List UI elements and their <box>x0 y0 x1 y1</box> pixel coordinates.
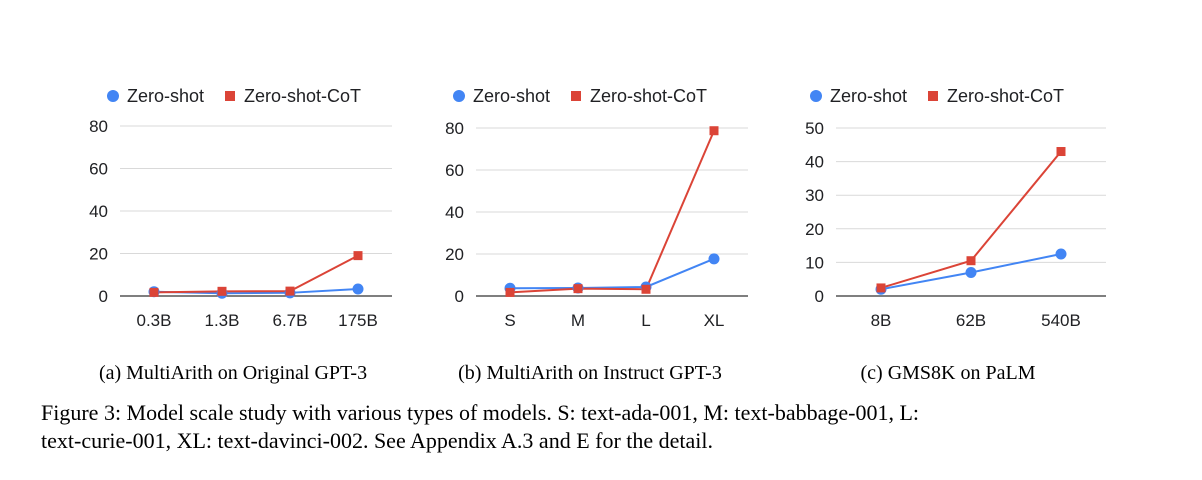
legend-label-zero-shot-cot: Zero-shot-CoT <box>244 86 361 106</box>
x-tick-label: L <box>641 311 650 330</box>
data-point-zero-shot-cot <box>573 284 583 294</box>
x-tick-label: 1.3B <box>205 311 240 330</box>
y-tick-label: 20 <box>805 220 824 239</box>
legend-marker-zero-shot <box>453 90 465 102</box>
x-tick-label: 6.7B <box>273 311 308 330</box>
series-line-zero-shot <box>509 257 715 290</box>
data-point-zero-shot-cot <box>641 284 651 294</box>
x-tick-label: XL <box>704 311 725 330</box>
legend: Zero-shot Zero-shot-CoT <box>107 86 361 106</box>
y-tick-label: 10 <box>805 253 824 272</box>
legend: Zero-shot Zero-shot-CoT <box>810 86 1064 106</box>
legend-marker-zero-shot <box>810 90 822 102</box>
data-point-zero-shot-cot <box>149 287 159 297</box>
x-tick-label: 62B <box>956 311 986 330</box>
data-point-zero-shot <box>352 283 364 295</box>
y-tick-label: 30 <box>805 186 824 205</box>
series-line-zero-shot-cot <box>153 254 359 294</box>
chart-caption: (c) GMS8K on PaLM <box>861 362 1036 384</box>
legend-marker-zero-shot <box>107 90 119 102</box>
chart-caption: (a) MultiArith on Original GPT-3 <box>99 362 367 384</box>
x-tick-label: 175B <box>338 311 378 330</box>
legend-label-zero-shot: Zero-shot <box>127 86 204 106</box>
data-point-zero-shot <box>965 266 977 278</box>
data-point-zero-shot-cot <box>876 283 886 293</box>
legend-label-zero-shot-cot: Zero-shot-CoT <box>590 86 707 106</box>
x-tick-label: 8B <box>871 311 892 330</box>
data-point-zero-shot-cot <box>1056 147 1066 157</box>
legend-label-zero-shot: Zero-shot <box>830 86 907 106</box>
legend-label-zero-shot: Zero-shot <box>473 86 550 106</box>
x-tick-label: 0.3B <box>137 311 172 330</box>
series-line-zero-shot-cot <box>509 130 715 294</box>
y-tick-label: 20 <box>445 245 464 264</box>
legend-label-zero-shot-cot: Zero-shot-CoT <box>947 86 1064 106</box>
y-tick-label: 40 <box>89 202 108 221</box>
legend: Zero-shot Zero-shot-CoT <box>453 86 707 106</box>
y-tick-label: 50 <box>805 119 824 138</box>
legend-marker-zero-shot-cot <box>928 91 938 101</box>
y-tick-label: 20 <box>89 245 108 264</box>
legend-marker-zero-shot-cot <box>571 91 581 101</box>
data-point-zero-shot-cot <box>353 251 363 261</box>
y-tick-label: 80 <box>445 119 464 138</box>
y-tick-label: 60 <box>89 160 108 179</box>
figure-caption-line-1: Figure 3: Model scale study with various… <box>41 400 919 425</box>
chart-panel-3: 0 10 20 30 40 50 8B 62B 540B Zero-shot Zero-shot-C… <box>805 86 1106 384</box>
y-tick-label: 0 <box>815 287 824 306</box>
figure-caption-line-2: text-curie-001, XL: text-davinci-002. Se… <box>41 428 713 453</box>
data-point-zero-shot-cot <box>709 126 719 136</box>
data-point-zero-shot <box>1055 248 1067 260</box>
chart-panel-2: 0 20 40 60 80 S M L XL Zero-shot Zero-shot-CoT (b) … <box>445 86 748 384</box>
x-tick-label: 540B <box>1041 311 1081 330</box>
y-tick-label: 0 <box>99 287 108 306</box>
legend-marker-zero-shot-cot <box>225 91 235 101</box>
x-tick-label: M <box>571 311 585 330</box>
y-tick-label: 0 <box>455 287 464 306</box>
y-tick-label: 40 <box>805 153 824 172</box>
data-point-zero-shot-cot <box>285 286 295 296</box>
data-point-zero-shot-cot <box>505 287 515 297</box>
y-tick-label: 80 <box>89 117 108 136</box>
data-point-zero-shot-cot <box>966 256 976 266</box>
data-point-zero-shot-cot <box>217 286 227 296</box>
x-tick-label: S <box>504 311 515 330</box>
data-point-zero-shot <box>708 253 720 265</box>
chart-caption: (b) MultiArith on Instruct GPT-3 <box>458 362 722 384</box>
y-tick-label: 60 <box>445 161 464 180</box>
y-tick-label: 40 <box>445 203 464 222</box>
